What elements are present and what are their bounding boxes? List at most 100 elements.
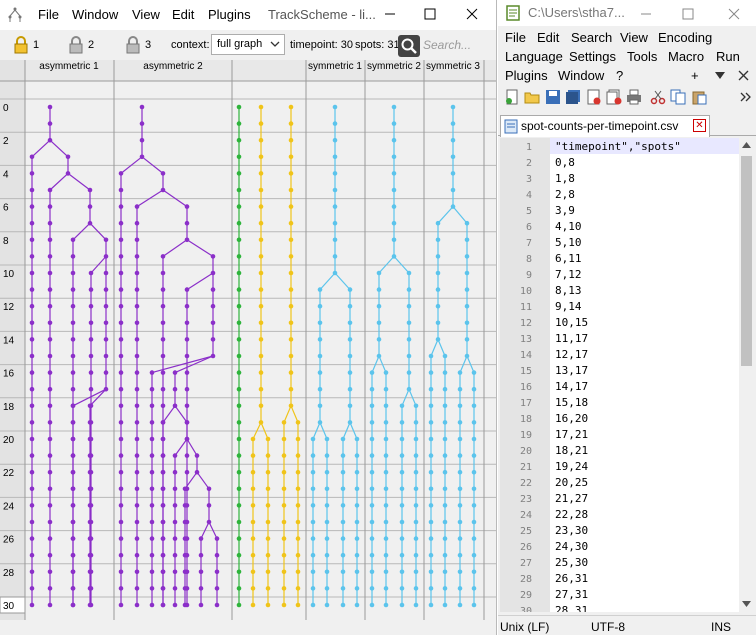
spot-node[interactable] — [258, 303, 264, 309]
spot-node[interactable] — [160, 453, 166, 458]
spot-node[interactable] — [265, 469, 271, 475]
spot-node[interactable] — [29, 270, 35, 276]
spot-node[interactable] — [457, 370, 463, 375]
open-file-icon[interactable] — [524, 89, 540, 105]
spot-node[interactable] — [29, 204, 35, 209]
spot-node[interactable] — [149, 403, 155, 409]
spot-node[interactable] — [383, 420, 389, 425]
spot-node[interactable] — [457, 602, 463, 608]
spot-node[interactable] — [354, 602, 360, 608]
spot-node[interactable] — [450, 137, 456, 143]
spot-node[interactable] — [134, 337, 140, 342]
spot-node[interactable] — [118, 171, 124, 176]
spot-node[interactable] — [288, 204, 294, 209]
spot-node[interactable] — [118, 204, 124, 209]
spot-node[interactable] — [214, 536, 220, 541]
spot-node[interactable] — [103, 370, 109, 375]
spot-node[interactable] — [236, 569, 242, 575]
spot-node[interactable] — [332, 270, 338, 276]
spot-node[interactable] — [118, 220, 124, 226]
spot-node[interactable] — [47, 386, 53, 392]
spot-node[interactable] — [236, 220, 242, 226]
spot-node[interactable] — [442, 552, 448, 558]
spot-node[interactable] — [450, 121, 456, 126]
spot-node[interactable] — [457, 403, 463, 409]
spot-node[interactable] — [134, 270, 140, 276]
np-menu-view[interactable]: View — [620, 30, 648, 45]
spot-node[interactable] — [347, 386, 353, 392]
spot-node[interactable] — [340, 569, 346, 575]
spot-node[interactable] — [236, 370, 242, 375]
spot-node[interactable] — [340, 586, 346, 591]
np-menu-language[interactable]: Language — [505, 49, 563, 64]
spot-node[interactable] — [184, 337, 190, 342]
spot-node[interactable] — [118, 337, 124, 342]
spot-node[interactable] — [87, 586, 93, 591]
spot-node[interactable] — [288, 353, 294, 359]
spot-node[interactable] — [383, 536, 389, 541]
menu-view[interactable]: View — [132, 7, 160, 22]
spot-node[interactable] — [118, 370, 124, 375]
spot-node[interactable] — [340, 503, 346, 508]
spot-node[interactable] — [354, 436, 360, 442]
spot-node[interactable] — [340, 519, 346, 525]
spot-node[interactable] — [413, 569, 419, 575]
spot-node[interactable] — [29, 171, 35, 176]
context-select[interactable]: full graph — [211, 34, 285, 55]
spot-node[interactable] — [406, 287, 412, 292]
spot-node[interactable] — [88, 320, 94, 326]
spot-node[interactable] — [324, 519, 330, 525]
spot-node[interactable] — [29, 337, 35, 342]
spot-node[interactable] — [29, 353, 35, 359]
spot-node[interactable] — [214, 569, 220, 575]
spot-node[interactable] — [118, 552, 124, 558]
spot-node[interactable] — [87, 552, 93, 558]
spot-node[interactable] — [428, 519, 434, 525]
spot-node[interactable] — [47, 586, 53, 591]
spot-node[interactable] — [310, 519, 316, 525]
spot-node[interactable] — [29, 386, 35, 392]
spot-node[interactable] — [428, 386, 434, 392]
spot-node[interactable] — [70, 254, 76, 259]
spot-node[interactable] — [236, 303, 242, 309]
spot-node[interactable] — [369, 386, 375, 392]
spot-node[interactable] — [103, 320, 109, 326]
spot-node[interactable] — [70, 420, 76, 425]
spot-node[interactable] — [324, 602, 330, 608]
spot-node[interactable] — [442, 453, 448, 458]
spot-node[interactable] — [442, 569, 448, 575]
np-menu-file[interactable]: File — [505, 30, 526, 45]
spot-node[interactable] — [47, 420, 53, 425]
dropdown-arrow-icon[interactable] — [715, 71, 725, 81]
spot-node[interactable] — [354, 486, 360, 492]
spot-node[interactable] — [250, 469, 256, 475]
spot-node[interactable] — [70, 403, 76, 409]
spot-node[interactable] — [281, 486, 287, 492]
spot-node[interactable] — [265, 602, 271, 608]
spot-node[interactable] — [332, 220, 338, 226]
spot-node[interactable] — [471, 469, 477, 475]
spot-node[interactable] — [149, 469, 155, 475]
spot-node[interactable] — [310, 569, 316, 575]
spot-node[interactable] — [332, 204, 338, 209]
spot-node[interactable] — [383, 403, 389, 409]
spot-node[interactable] — [29, 237, 35, 243]
spot-node[interactable] — [250, 552, 256, 558]
spot-node[interactable] — [70, 602, 76, 608]
spot-node[interactable] — [29, 370, 35, 375]
spot-node[interactable] — [194, 469, 200, 475]
spot-node[interactable] — [332, 154, 338, 160]
np-menu-search[interactable]: Search — [571, 30, 613, 45]
spot-node[interactable] — [118, 187, 124, 193]
spot-node[interactable] — [29, 552, 35, 558]
spot-node[interactable] — [88, 287, 94, 292]
spot-node[interactable] — [29, 453, 35, 458]
spot-node[interactable] — [347, 370, 353, 375]
spot-node[interactable] — [70, 237, 76, 243]
spot-node[interactable] — [281, 602, 287, 608]
spot-node[interactable] — [198, 552, 204, 558]
spot-node[interactable] — [258, 353, 264, 359]
spot-node[interactable] — [214, 552, 220, 558]
spot-node[interactable] — [149, 536, 155, 541]
spot-node[interactable] — [295, 436, 301, 442]
